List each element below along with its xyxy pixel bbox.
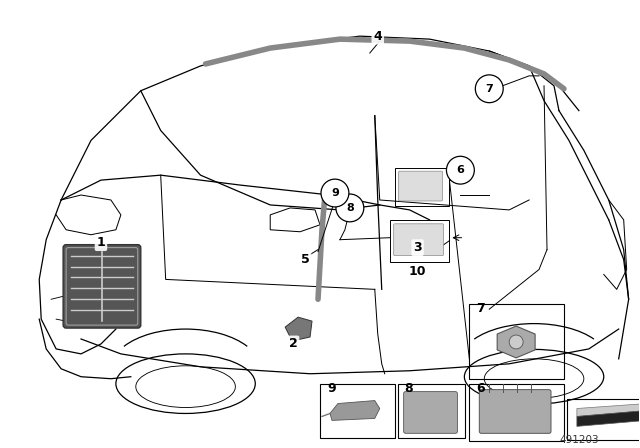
Bar — [397, 383, 465, 438]
Text: 1: 1 — [97, 236, 106, 249]
Text: 491203: 491203 — [559, 435, 598, 445]
Text: 5: 5 — [301, 253, 310, 266]
FancyBboxPatch shape — [63, 245, 141, 328]
Text: 8: 8 — [404, 382, 413, 395]
Circle shape — [447, 156, 474, 184]
FancyBboxPatch shape — [394, 224, 444, 256]
Text: 7: 7 — [485, 84, 493, 94]
Text: 6: 6 — [456, 165, 465, 175]
Text: 7: 7 — [476, 302, 485, 315]
Polygon shape — [497, 326, 535, 358]
Text: 4: 4 — [373, 30, 382, 43]
Circle shape — [321, 179, 349, 207]
Bar — [469, 383, 564, 441]
FancyBboxPatch shape — [479, 390, 551, 433]
Bar — [469, 304, 564, 379]
Circle shape — [336, 194, 364, 222]
Text: 3: 3 — [413, 241, 422, 254]
Bar — [320, 383, 395, 438]
FancyBboxPatch shape — [404, 392, 458, 433]
Polygon shape — [285, 317, 312, 341]
Text: 2: 2 — [289, 337, 298, 350]
Circle shape — [509, 335, 523, 349]
Bar — [567, 399, 640, 440]
Text: 8: 8 — [346, 203, 354, 213]
Text: 6: 6 — [476, 382, 485, 395]
Bar — [390, 220, 449, 262]
Polygon shape — [577, 404, 640, 417]
Polygon shape — [330, 401, 380, 420]
Text: 10: 10 — [409, 265, 426, 278]
Text: 9: 9 — [331, 188, 339, 198]
Bar — [395, 168, 449, 206]
Text: 9: 9 — [327, 382, 335, 395]
Circle shape — [476, 75, 503, 103]
FancyBboxPatch shape — [399, 171, 442, 201]
Polygon shape — [577, 410, 640, 426]
